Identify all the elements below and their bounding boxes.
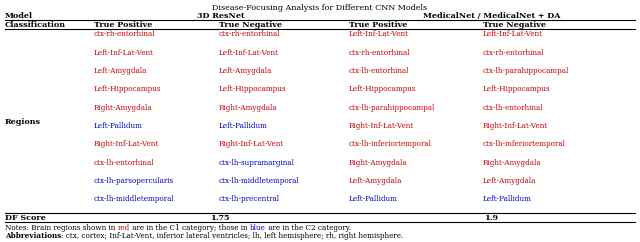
Text: 1.9: 1.9 — [484, 214, 499, 222]
Text: Right-Amygdala: Right-Amygdala — [219, 104, 278, 112]
Text: Left-Pallidum: Left-Pallidum — [483, 195, 532, 203]
Text: blue: blue — [250, 224, 266, 232]
Text: ctx-rh-entorhinal: ctx-rh-entorhinal — [94, 30, 156, 38]
Text: True Negative: True Negative — [483, 21, 546, 29]
Text: ctx-lh-entorhinal: ctx-lh-entorhinal — [349, 67, 410, 75]
Text: Right-Inf-Lat-Vent: Right-Inf-Lat-Vent — [94, 140, 159, 148]
Text: Left-Hippocampus: Left-Hippocampus — [483, 85, 550, 93]
Text: Regions: Regions — [5, 118, 41, 126]
Text: Classification: Classification — [5, 21, 66, 29]
Text: Right-Amygdala: Right-Amygdala — [349, 159, 408, 166]
Text: ctx-lh-precentral: ctx-lh-precentral — [219, 195, 280, 203]
Text: Left-Hippocampus: Left-Hippocampus — [94, 85, 161, 93]
Text: are in the C2 category.: are in the C2 category. — [266, 224, 351, 232]
Text: ctx-rh-entorhinal: ctx-rh-entorhinal — [483, 49, 545, 57]
Text: Left-Inf-Lat-Vent: Left-Inf-Lat-Vent — [349, 30, 409, 38]
Text: ctx-lh-parahippocampal: ctx-lh-parahippocampal — [483, 67, 570, 75]
Text: Right-Amygdala: Right-Amygdala — [483, 159, 541, 166]
Text: are in the C1 category; those in: are in the C1 category; those in — [130, 224, 250, 232]
Text: MedicalNet / MedicalNet + DA: MedicalNet / MedicalNet + DA — [423, 12, 560, 20]
Text: Left-Inf-Lat-Vent: Left-Inf-Lat-Vent — [219, 49, 279, 57]
Text: 3D ResNet: 3D ResNet — [196, 12, 244, 20]
Text: Right-Inf-Lat-Vent: Right-Inf-Lat-Vent — [349, 122, 414, 130]
Text: Left-Pallidum: Left-Pallidum — [94, 122, 143, 130]
Text: Left-Amygdala: Left-Amygdala — [349, 177, 403, 185]
Text: Abbreviations: Abbreviations — [5, 232, 61, 240]
Text: Left-Amygdala: Left-Amygdala — [483, 177, 536, 185]
Text: Left-Amygdala: Left-Amygdala — [219, 67, 273, 75]
Text: ctx-lh-middletemporal: ctx-lh-middletemporal — [219, 177, 300, 185]
Text: Left-Pallidum: Left-Pallidum — [219, 122, 268, 130]
Text: Disease-Focusing Analysis for Different CNN Models: Disease-Focusing Analysis for Different … — [212, 4, 428, 12]
Text: ctx-lh-entorhinal: ctx-lh-entorhinal — [483, 104, 543, 112]
Text: Right-Inf-Lat-Vent: Right-Inf-Lat-Vent — [219, 140, 284, 148]
Text: ctx-lh-parsopercularis: ctx-lh-parsopercularis — [94, 177, 174, 185]
Text: ctx-lh-inferiortemporal: ctx-lh-inferiortemporal — [349, 140, 432, 148]
Text: ctx-lh-supramarginal: ctx-lh-supramarginal — [219, 159, 295, 166]
Text: Notes: Brain regions shown in: Notes: Brain regions shown in — [5, 224, 118, 232]
Text: Left-Amygdala: Left-Amygdala — [94, 67, 147, 75]
Text: ctx-rh-entorhinal: ctx-rh-entorhinal — [349, 49, 411, 57]
Text: Model: Model — [5, 12, 33, 20]
Text: Left-Hippocampus: Left-Hippocampus — [349, 85, 417, 93]
Text: ctx-rh-entorhinal: ctx-rh-entorhinal — [219, 30, 280, 38]
Text: Left-Pallidum: Left-Pallidum — [349, 195, 398, 203]
Text: DF Score: DF Score — [5, 214, 45, 222]
Text: ctx-lh-parahippocampal: ctx-lh-parahippocampal — [349, 104, 435, 112]
Text: True Positive: True Positive — [94, 21, 152, 29]
Text: True Negative: True Negative — [219, 21, 282, 29]
Text: 1.75: 1.75 — [211, 214, 230, 222]
Text: red: red — [118, 224, 130, 232]
Text: ctx-lh-inferiortemporal: ctx-lh-inferiortemporal — [483, 140, 566, 148]
Text: True Positive: True Positive — [349, 21, 408, 29]
Text: Right-Inf-Lat-Vent: Right-Inf-Lat-Vent — [483, 122, 548, 130]
Text: Left-Inf-Lat-Vent: Left-Inf-Lat-Vent — [94, 49, 154, 57]
Text: : ctx, cortex; Inf-Lat-Vent, inferior lateral ventricles; lh, left hemisphere; r: : ctx, cortex; Inf-Lat-Vent, inferior la… — [61, 232, 403, 240]
Text: Right-Amygdala: Right-Amygdala — [94, 104, 152, 112]
Text: ctx-lh-middletemporal: ctx-lh-middletemporal — [94, 195, 175, 203]
Text: ctx-lh-entorhinal: ctx-lh-entorhinal — [94, 159, 155, 166]
Text: Left-Hippocampus: Left-Hippocampus — [219, 85, 287, 93]
Text: Left-Inf-Lat-Vent: Left-Inf-Lat-Vent — [483, 30, 543, 38]
